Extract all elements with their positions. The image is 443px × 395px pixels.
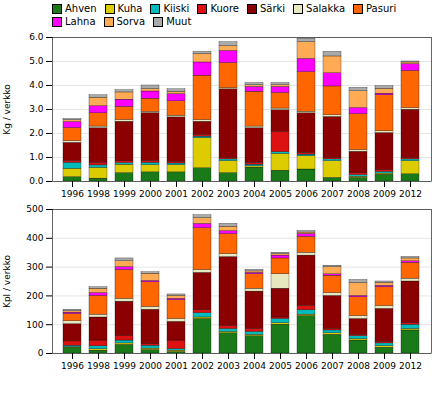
svg-text:1999: 1999 — [113, 189, 136, 199]
html-text:Lahna: Lahna — [65, 16, 96, 27]
svg-text:2006: 2006 — [295, 189, 318, 199]
svg-text:1996: 1996 — [61, 361, 84, 371]
svg-text:200: 200 — [26, 291, 43, 301]
svg-text:1998: 1998 — [87, 361, 110, 371]
svg-text:2000: 2000 — [139, 361, 162, 371]
svg-text:500: 500 — [26, 204, 43, 214]
svg-text:Kg / verkko: Kg / verkko — [2, 84, 12, 135]
svg-text:2009: 2009 — [373, 361, 396, 371]
svg-text:2000: 2000 — [139, 189, 162, 199]
svg-text:4.0: 4.0 — [29, 80, 44, 90]
svg-text:2005: 2005 — [269, 189, 292, 199]
svg-text:1999: 1999 — [113, 361, 136, 371]
svg-text:Kpl / verkko: Kpl / verkko — [2, 254, 12, 308]
svg-text:2009: 2009 — [373, 189, 396, 199]
svg-text:300: 300 — [26, 262, 43, 272]
svg-text:2001: 2001 — [165, 189, 188, 199]
svg-text:2.0: 2.0 — [29, 128, 44, 138]
html-text:Kuha: Kuha — [117, 3, 143, 14]
svg-text:0: 0 — [38, 348, 44, 358]
svg-text:2008: 2008 — [347, 189, 370, 199]
svg-text:1998: 1998 — [87, 189, 110, 199]
html-text:Pasuri: Pasuri — [366, 3, 397, 14]
html-text:Kuore: Kuore — [210, 3, 239, 14]
svg-text:0.0: 0.0 — [29, 176, 44, 186]
svg-text:2005: 2005 — [269, 361, 292, 371]
svg-text:6.0: 6.0 — [29, 32, 44, 42]
svg-text:2012: 2012 — [399, 189, 422, 199]
svg-text:2012: 2012 — [399, 361, 422, 371]
html-text:Muut: Muut — [166, 16, 192, 27]
svg-text:2001: 2001 — [165, 361, 188, 371]
svg-text:2003: 2003 — [217, 189, 240, 199]
svg-text:2002: 2002 — [191, 189, 214, 199]
svg-text:2004: 2004 — [243, 361, 266, 371]
svg-text:2003: 2003 — [217, 361, 240, 371]
svg-text:400: 400 — [26, 233, 43, 243]
svg-text:2007: 2007 — [321, 189, 344, 199]
svg-text:3.0: 3.0 — [29, 104, 44, 114]
svg-text:1996: 1996 — [61, 189, 84, 199]
svg-text:5.0: 5.0 — [29, 56, 44, 66]
html-text:Ahven: Ahven — [65, 3, 97, 14]
html-text:Salakka: Salakka — [306, 3, 345, 14]
svg-text:1.0: 1.0 — [29, 152, 44, 162]
svg-text:100: 100 — [26, 320, 43, 330]
svg-text:2002: 2002 — [191, 361, 214, 371]
svg-text:2008: 2008 — [347, 361, 370, 371]
html-text:Sorva: Sorva — [116, 16, 146, 27]
html-text:Särki: Särki — [259, 3, 286, 14]
svg-text:2006: 2006 — [295, 361, 318, 371]
svg-text:2004: 2004 — [243, 189, 266, 199]
svg-text:2007: 2007 — [321, 361, 344, 371]
html-text:Kiiski: Kiiski — [163, 3, 190, 14]
